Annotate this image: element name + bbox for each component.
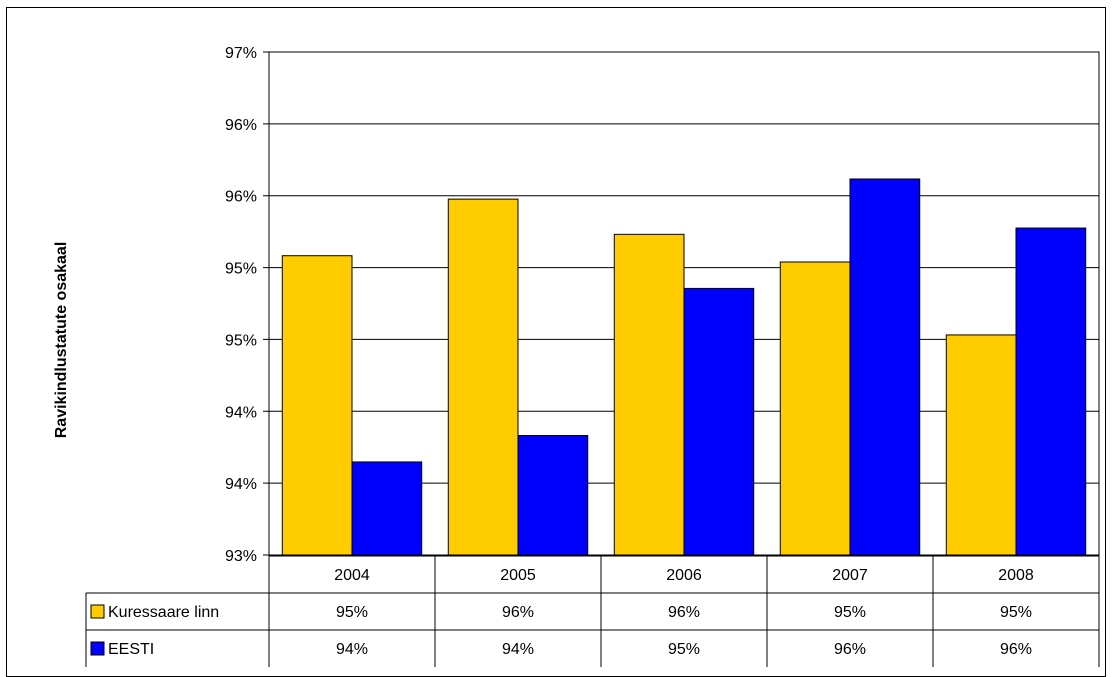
data-table-value: 94% — [502, 641, 534, 658]
data-table: 2004 2005 2006 2007 2008 Kuressaare linn 95% 96… — [85, 555, 1100, 667]
legend-swatch — [90, 604, 105, 619]
data-table-value: 95% — [834, 604, 866, 621]
legend-swatch — [90, 641, 105, 656]
chart-frame — [6, 7, 1106, 677]
data-table-value: 96% — [1000, 641, 1032, 658]
x-category-label: 2005 — [500, 567, 536, 584]
data-table-value: 95% — [668, 641, 700, 658]
bar — [779, 261, 851, 556]
y-tick-label: 93% — [225, 548, 257, 565]
y-tick-label: 96% — [225, 117, 257, 134]
bar — [1015, 227, 1087, 556]
y-tick-label: 95% — [225, 332, 257, 349]
x-category-label: 2008 — [998, 567, 1034, 584]
legend-label: Kuressaare linn — [108, 604, 219, 621]
data-table-value: 94% — [336, 641, 368, 658]
bars — [281, 178, 1087, 556]
data-table-value: 96% — [668, 604, 700, 621]
data-table-value: 96% — [502, 604, 534, 621]
bar — [945, 334, 1017, 556]
data-table-value: 95% — [1000, 604, 1032, 621]
data-table-value: 96% — [834, 641, 866, 658]
data-table-value: 95% — [336, 604, 368, 621]
bar — [447, 198, 519, 556]
legend-label: EESTI — [108, 641, 154, 658]
x-category-label: 2004 — [334, 567, 370, 584]
y-axis-ticks: 93% 94% 94% 95% 95% 96% 96% 97% — [225, 45, 257, 565]
y-tick-label: 94% — [225, 404, 257, 421]
bar — [351, 461, 423, 556]
bar — [613, 233, 685, 556]
bar — [683, 287, 755, 556]
y-axis-title: Ravikindlustatute osakaal — [53, 242, 70, 439]
bar — [517, 435, 589, 556]
x-category-label: 2007 — [832, 567, 868, 584]
y-tick-label: 94% — [225, 476, 257, 493]
x-category-label: 2006 — [666, 567, 702, 584]
y-tick-label: 97% — [225, 45, 257, 62]
y-tick-label: 95% — [225, 261, 257, 278]
bar — [281, 255, 353, 556]
y-tick-label: 96% — [225, 189, 257, 206]
bar — [849, 178, 921, 556]
